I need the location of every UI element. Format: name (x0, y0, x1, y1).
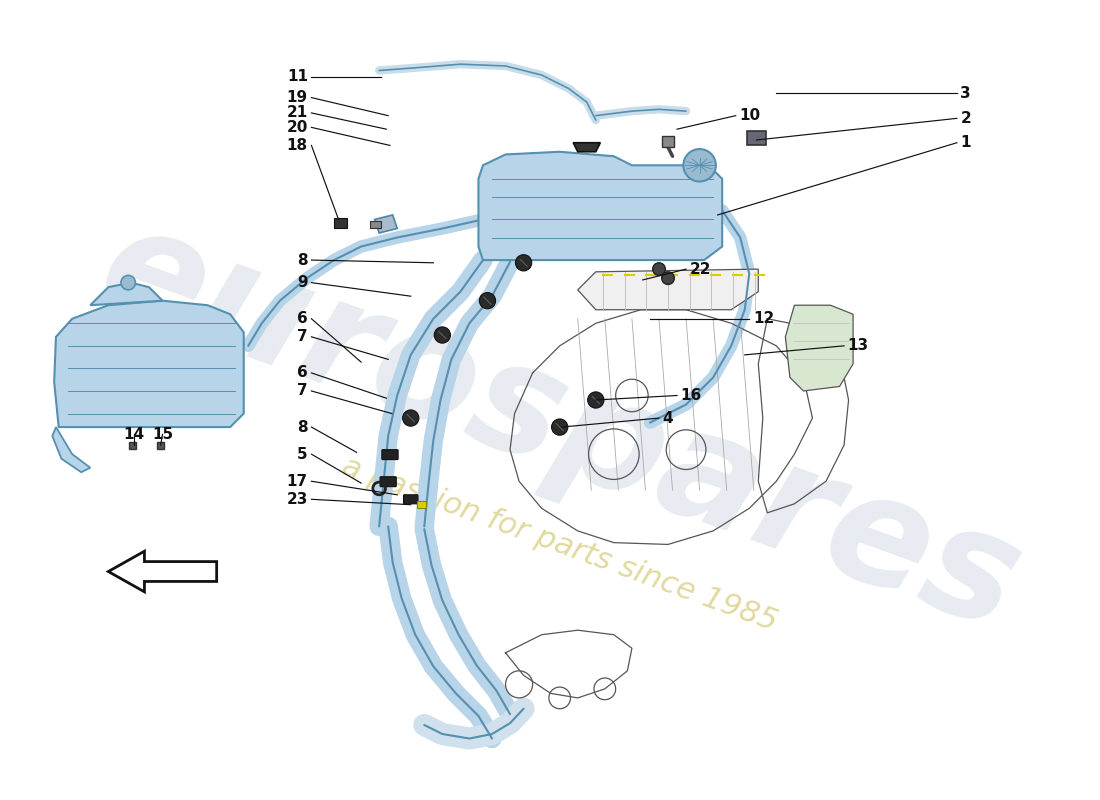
Text: 7: 7 (297, 330, 308, 344)
Text: 3: 3 (960, 86, 971, 101)
Polygon shape (375, 215, 397, 233)
FancyBboxPatch shape (379, 477, 396, 486)
FancyArrow shape (108, 551, 217, 592)
Text: 7: 7 (297, 383, 308, 398)
Text: 16: 16 (681, 388, 702, 403)
Text: 9: 9 (297, 275, 308, 290)
Polygon shape (573, 142, 601, 152)
Circle shape (121, 275, 135, 290)
Text: 21: 21 (287, 106, 308, 121)
Bar (747, 131, 767, 146)
Text: 11: 11 (287, 70, 308, 84)
Bar (417, 501, 426, 508)
Circle shape (662, 272, 674, 285)
Text: eurospares: eurospares (80, 192, 1040, 662)
Text: 15: 15 (152, 427, 173, 442)
FancyBboxPatch shape (404, 494, 418, 504)
Polygon shape (90, 282, 163, 306)
Circle shape (403, 410, 419, 426)
Polygon shape (785, 306, 854, 391)
Polygon shape (578, 269, 758, 310)
Circle shape (516, 254, 531, 271)
Text: 13: 13 (848, 338, 869, 354)
Text: 23: 23 (286, 492, 308, 506)
Circle shape (551, 419, 568, 435)
Text: 1: 1 (960, 135, 971, 150)
Circle shape (434, 327, 451, 343)
Text: 8: 8 (297, 419, 308, 434)
Text: 4: 4 (662, 410, 673, 426)
Circle shape (480, 293, 496, 309)
Circle shape (652, 262, 666, 275)
Text: 12: 12 (752, 311, 774, 326)
Text: 6: 6 (297, 366, 308, 381)
Polygon shape (53, 427, 90, 472)
Text: 6: 6 (297, 311, 308, 326)
FancyBboxPatch shape (382, 450, 398, 459)
Circle shape (683, 149, 716, 182)
Polygon shape (478, 152, 723, 260)
Bar (334, 218, 346, 229)
Text: 2: 2 (960, 111, 971, 126)
Text: 20: 20 (286, 120, 308, 135)
Text: 10: 10 (739, 108, 760, 123)
Text: 18: 18 (287, 138, 308, 153)
Text: 19: 19 (287, 90, 308, 105)
Text: 14: 14 (123, 427, 144, 442)
Text: 22: 22 (690, 262, 712, 277)
Text: 17: 17 (287, 474, 308, 489)
Bar (157, 442, 164, 449)
Bar (662, 135, 674, 147)
Bar (129, 442, 136, 449)
Text: 5: 5 (297, 446, 308, 462)
Circle shape (587, 392, 604, 408)
Polygon shape (54, 301, 244, 427)
Bar (370, 222, 381, 229)
Text: 8: 8 (297, 253, 308, 267)
Text: a passion for parts since 1985: a passion for parts since 1985 (338, 452, 781, 637)
